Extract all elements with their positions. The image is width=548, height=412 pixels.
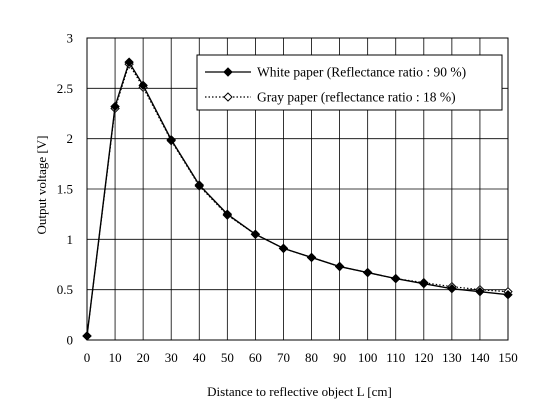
y-tick-label: 2: [67, 131, 74, 146]
data-point-marker: [392, 275, 400, 283]
x-tick-label: 60: [249, 350, 262, 365]
x-tick-label: 70: [277, 350, 290, 365]
legend-label: Gray paper (reflectance ratio : 18 %): [257, 90, 456, 105]
y-tick-label: 0.5: [57, 282, 73, 297]
x-tick-label: 50: [221, 350, 234, 365]
y-tick-label: 2.5: [57, 81, 73, 96]
legend-label: White paper (Reflectance ratio : 90 %): [257, 65, 466, 80]
x-tick-label: 150: [498, 350, 518, 365]
legend: White paper (Reflectance ratio : 90 %) Gr…: [197, 55, 502, 110]
x-tick-label: 140: [470, 350, 490, 365]
y-tick-label: 1: [67, 232, 74, 247]
y-axis-tick-labels: 0 0.5 1 1.5 2 2.5 3: [57, 31, 73, 348]
y-tick-label: 1.5: [57, 182, 73, 197]
x-tick-label: 30: [165, 350, 178, 365]
x-tick-label: 120: [414, 350, 434, 365]
x-tick-label: 80: [305, 350, 318, 365]
data-point-marker: [364, 269, 372, 277]
y-tick-label: 0: [67, 333, 74, 348]
data-point-marker: [336, 263, 344, 271]
y-tick-label: 3: [67, 31, 74, 46]
x-tick-label: 0: [84, 350, 91, 365]
x-tick-label: 40: [193, 350, 206, 365]
x-axis-tick-labels: 0 10 20 30 40 50 60 70 80 90 100 110 120 130 140 150: [84, 350, 518, 365]
data-point-marker: [83, 332, 91, 340]
x-tick-label: 10: [109, 350, 122, 365]
x-tick-label: 20: [137, 350, 150, 365]
y-axis-title: Output voltage [V]: [34, 136, 49, 235]
x-tick-label: 130: [442, 350, 462, 365]
x-axis-title: Distance to reflective object L [cm]: [207, 384, 392, 399]
x-tick-label: 110: [386, 350, 405, 365]
x-tick-label: 90: [333, 350, 346, 365]
data-point-marker: [279, 244, 287, 252]
x-tick-label: 100: [358, 350, 378, 365]
data-point-marker: [308, 253, 316, 261]
